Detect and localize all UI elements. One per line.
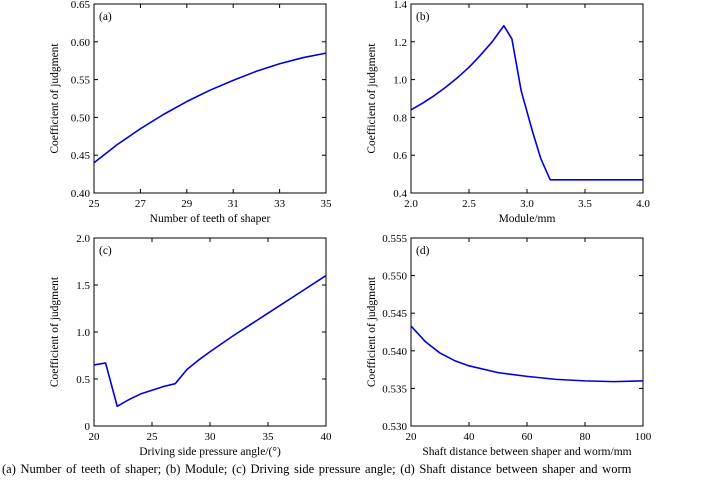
x-axis-label: Shaft distance between shaper and worm/m… [422, 446, 631, 458]
x-tick-label: 3.0 [520, 198, 534, 210]
y-axis-label: Coefficient of judgment [366, 43, 378, 154]
y-tick-label: 0.540 [382, 346, 407, 358]
chart-panel-1: 25 27 29 31 33 35 0.40 0.45 0.50 0.55 0.60 0.65 Numb… [49, 0, 332, 225]
x-tick-label: 33 [274, 198, 286, 210]
chart-panel-3: 20 25 30 35 40 0 0.5 1.0 1.5 2.0 Driving side pres… [49, 233, 332, 458]
x-tick-label: 35 [321, 198, 333, 210]
y-tick-label: 0.65 [71, 0, 91, 11]
y-tick-label: 0.530 [382, 421, 407, 433]
x-tick-label: 4.0 [636, 198, 650, 210]
x-tick-label: 3.5 [578, 198, 592, 210]
x-tick-label: 40 [321, 431, 333, 443]
y-tick-label: 0.60 [71, 37, 91, 49]
plot-frame [93, 237, 327, 427]
x-tick-label: 20 [406, 431, 418, 443]
y-tick-label: 0.55 [71, 75, 91, 87]
series-line-1 [93, 52, 327, 164]
x-tick-label: 60 [522, 431, 534, 443]
x-tick-label: 100 [635, 431, 652, 443]
x-tick-label: 20 [89, 431, 101, 443]
y-axis-label: Coefficient of judgment [49, 276, 61, 387]
x-axis-label: Number of teeth of shaper [150, 213, 271, 225]
x-tick-label: 25 [147, 431, 159, 443]
y-tick-label: 0.45 [71, 150, 91, 162]
series-line-1 [93, 274, 327, 408]
y-tick-label: 0.550 [382, 271, 407, 283]
y-tick-label: 1.5 [76, 280, 90, 292]
x-tick-label: 80 [580, 431, 592, 443]
series-line-1 [410, 325, 644, 383]
y-tick-label: 1.0 [76, 327, 90, 339]
x-tick-label: 25 [89, 198, 101, 210]
y-tick-label: 0.5 [76, 374, 90, 386]
plot-frame [93, 3, 327, 194]
x-tick-label: 30 [205, 431, 217, 443]
y-tick-label: 0.4 [393, 188, 407, 200]
y-tick-label: 0.40 [71, 188, 91, 200]
panel-label: (b) [416, 11, 430, 23]
plot-frame [410, 237, 644, 427]
y-tick-label: 0 [85, 421, 91, 433]
x-tick-label: 29 [181, 198, 193, 210]
y-tick-label: 0.8 [393, 112, 407, 124]
y-tick-label: 1.2 [393, 37, 407, 49]
figure-caption: (a) Number of teeth of shaper; (b) Modul… [2, 462, 632, 476]
x-tick-label: 27 [135, 198, 147, 210]
series-line-1 [410, 24, 643, 181]
x-axis-label: Module/mm [499, 213, 556, 225]
x-axis-label: Driving side pressure angle/(°) [139, 446, 281, 458]
x-tick-label: 31 [228, 198, 239, 210]
plot-frame [410, 3, 644, 194]
y-tick-label: 0.545 [382, 308, 407, 320]
x-tick-label: 35 [263, 431, 275, 443]
y-axis-label: Coefficient of judgment [49, 43, 61, 154]
y-tick-label: 0.555 [382, 233, 407, 245]
y-tick-label: 1.4 [393, 0, 407, 11]
y-tick-label: 0.6 [393, 150, 407, 162]
y-axis-label: Coefficient of judgment [366, 276, 378, 387]
chart-panel-2: 2.0 2.5 3.0 3.5 4.0 0.4 0.6 0.8 1.0 1.2 1.4 Module/… [366, 0, 650, 225]
y-tick-label: 1.0 [393, 75, 407, 87]
y-tick-label: 0.535 [382, 383, 407, 395]
x-tick-label: 2.0 [404, 198, 418, 210]
panel-label: (c) [99, 245, 112, 257]
x-tick-label: 2.5 [462, 198, 476, 210]
y-tick-label: 2.0 [76, 233, 90, 245]
y-tick-label: 0.50 [71, 112, 91, 124]
panel-label: (a) [99, 11, 112, 23]
x-tick-label: 40 [464, 431, 476, 443]
chart-panel-4: 20 40 60 80 100 0.530 0.535 0.540 0.545 0.550 0.55… [366, 233, 652, 458]
panel-label: (d) [416, 245, 430, 257]
